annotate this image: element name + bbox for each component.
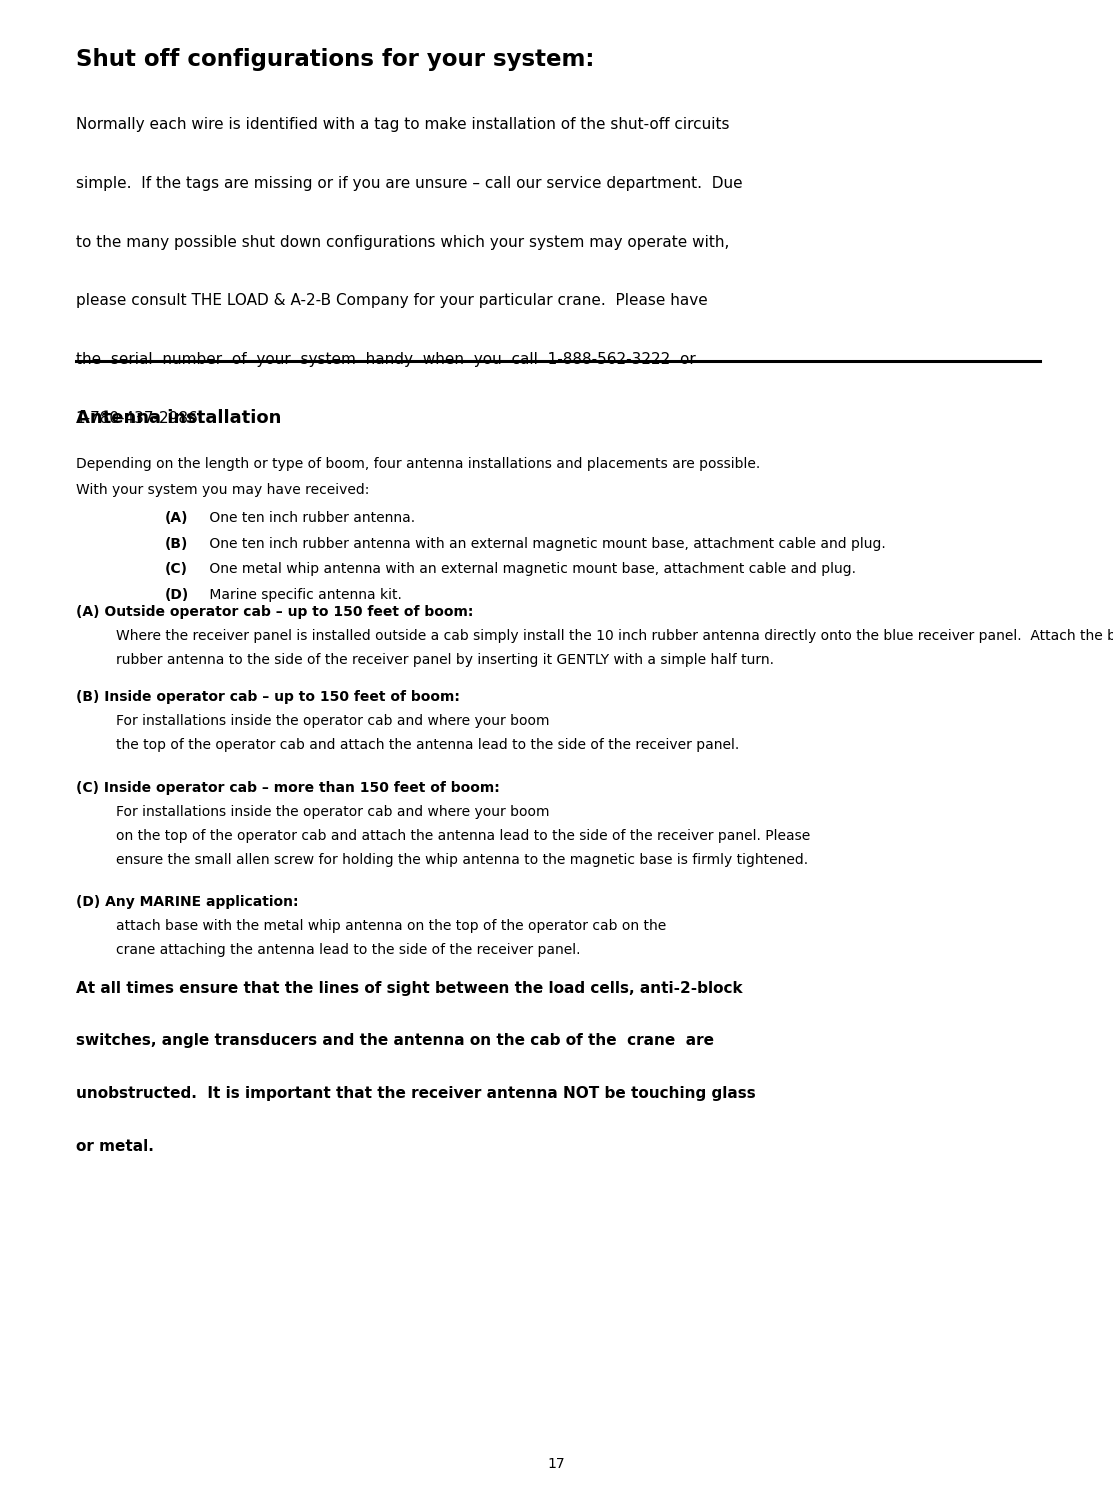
Text: crane attaching the antenna lead to the side of the receiver panel.: crane attaching the antenna lead to the … xyxy=(116,943,580,957)
Text: Depending on the length or type of boom, four antenna installations and placemen: Depending on the length or type of boom,… xyxy=(76,457,760,471)
Text: (B): (B) xyxy=(165,537,188,550)
Text: At all times ensure that the lines of sight between the load cells, anti-2-block: At all times ensure that the lines of si… xyxy=(76,981,742,996)
Text: For installations inside the operator cab and where your boom: For installations inside the operator ca… xyxy=(116,805,553,818)
Text: Normally each wire is identified with a tag to make installation of the shut-off: Normally each wire is identified with a … xyxy=(76,117,729,132)
Text: rubber antenna to the side of the receiver panel by inserting it GENTLY with a s: rubber antenna to the side of the receiv… xyxy=(116,653,774,666)
Text: switches, angle transducers and the antenna on the cab of the  crane  are: switches, angle transducers and the ante… xyxy=(76,1033,713,1048)
Text: the  serial  number  of  your  system  handy  when  you  call  1-888-562-3222  o: the serial number of your system handy w… xyxy=(76,352,696,367)
Text: For installations inside the operator cab and where your boom: For installations inside the operator ca… xyxy=(116,714,553,728)
Text: simple.  If the tags are missing or if you are unsure – call our service departm: simple. If the tags are missing or if yo… xyxy=(76,176,742,191)
Text: (D): (D) xyxy=(165,588,189,602)
Text: One ten inch rubber antenna.: One ten inch rubber antenna. xyxy=(205,511,415,525)
Text: on the top of the operator cab and attach the antenna lead to the side of the re: on the top of the operator cab and attac… xyxy=(116,829,810,842)
Text: With your system you may have received:: With your system you may have received: xyxy=(76,483,370,496)
Text: (A) Outside operator cab – up to 150 feet of boom:: (A) Outside operator cab – up to 150 fee… xyxy=(76,605,473,618)
Text: please consult THE LOAD & A-2-B Company for your particular crane.  Please have: please consult THE LOAD & A-2-B Company … xyxy=(76,293,708,308)
Text: (A): (A) xyxy=(165,511,188,525)
Text: or metal.: or metal. xyxy=(76,1139,154,1154)
Text: One ten inch rubber antenna with an external magnetic mount base, attachment cab: One ten inch rubber antenna with an exte… xyxy=(205,537,886,550)
Text: (B) Inside operator cab – up to 150 feet of boom:: (B) Inside operator cab – up to 150 feet… xyxy=(76,690,460,704)
Text: 17: 17 xyxy=(548,1457,565,1471)
Text: ensure the small allen screw for holding the whip antenna to the magnetic base i: ensure the small allen screw for holding… xyxy=(116,853,808,866)
Text: Antenna installation: Antenna installation xyxy=(76,409,282,427)
Text: (C): (C) xyxy=(165,562,188,576)
Text: Where the receiver panel is installed outside a cab simply install the 10 inch r: Where the receiver panel is installed ou… xyxy=(116,629,1113,642)
Text: to the many possible shut down configurations which your system may operate with: to the many possible shut down configura… xyxy=(76,235,729,250)
Text: (D) Any MARINE application:: (D) Any MARINE application: xyxy=(76,895,298,908)
Text: Shut off configurations for your system:: Shut off configurations for your system: xyxy=(76,48,594,71)
Text: One metal whip antenna with an external magnetic mount base, attachment cable an: One metal whip antenna with an external … xyxy=(205,562,856,576)
Text: (C) Inside operator cab – more than 150 feet of boom:: (C) Inside operator cab – more than 150 … xyxy=(76,781,500,794)
Text: the top of the operator cab and attach the antenna lead to the side of the recei: the top of the operator cab and attach t… xyxy=(116,738,739,752)
Text: 1-780-437-2986.: 1-780-437-2986. xyxy=(76,411,204,426)
Text: unobstructed.  It is important that the receiver antenna NOT be touching glass: unobstructed. It is important that the r… xyxy=(76,1086,756,1101)
Text: Marine specific antenna kit.: Marine specific antenna kit. xyxy=(205,588,402,602)
Text: attach base with the metal whip antenna on the top of the operator cab on the: attach base with the metal whip antenna … xyxy=(116,919,666,932)
